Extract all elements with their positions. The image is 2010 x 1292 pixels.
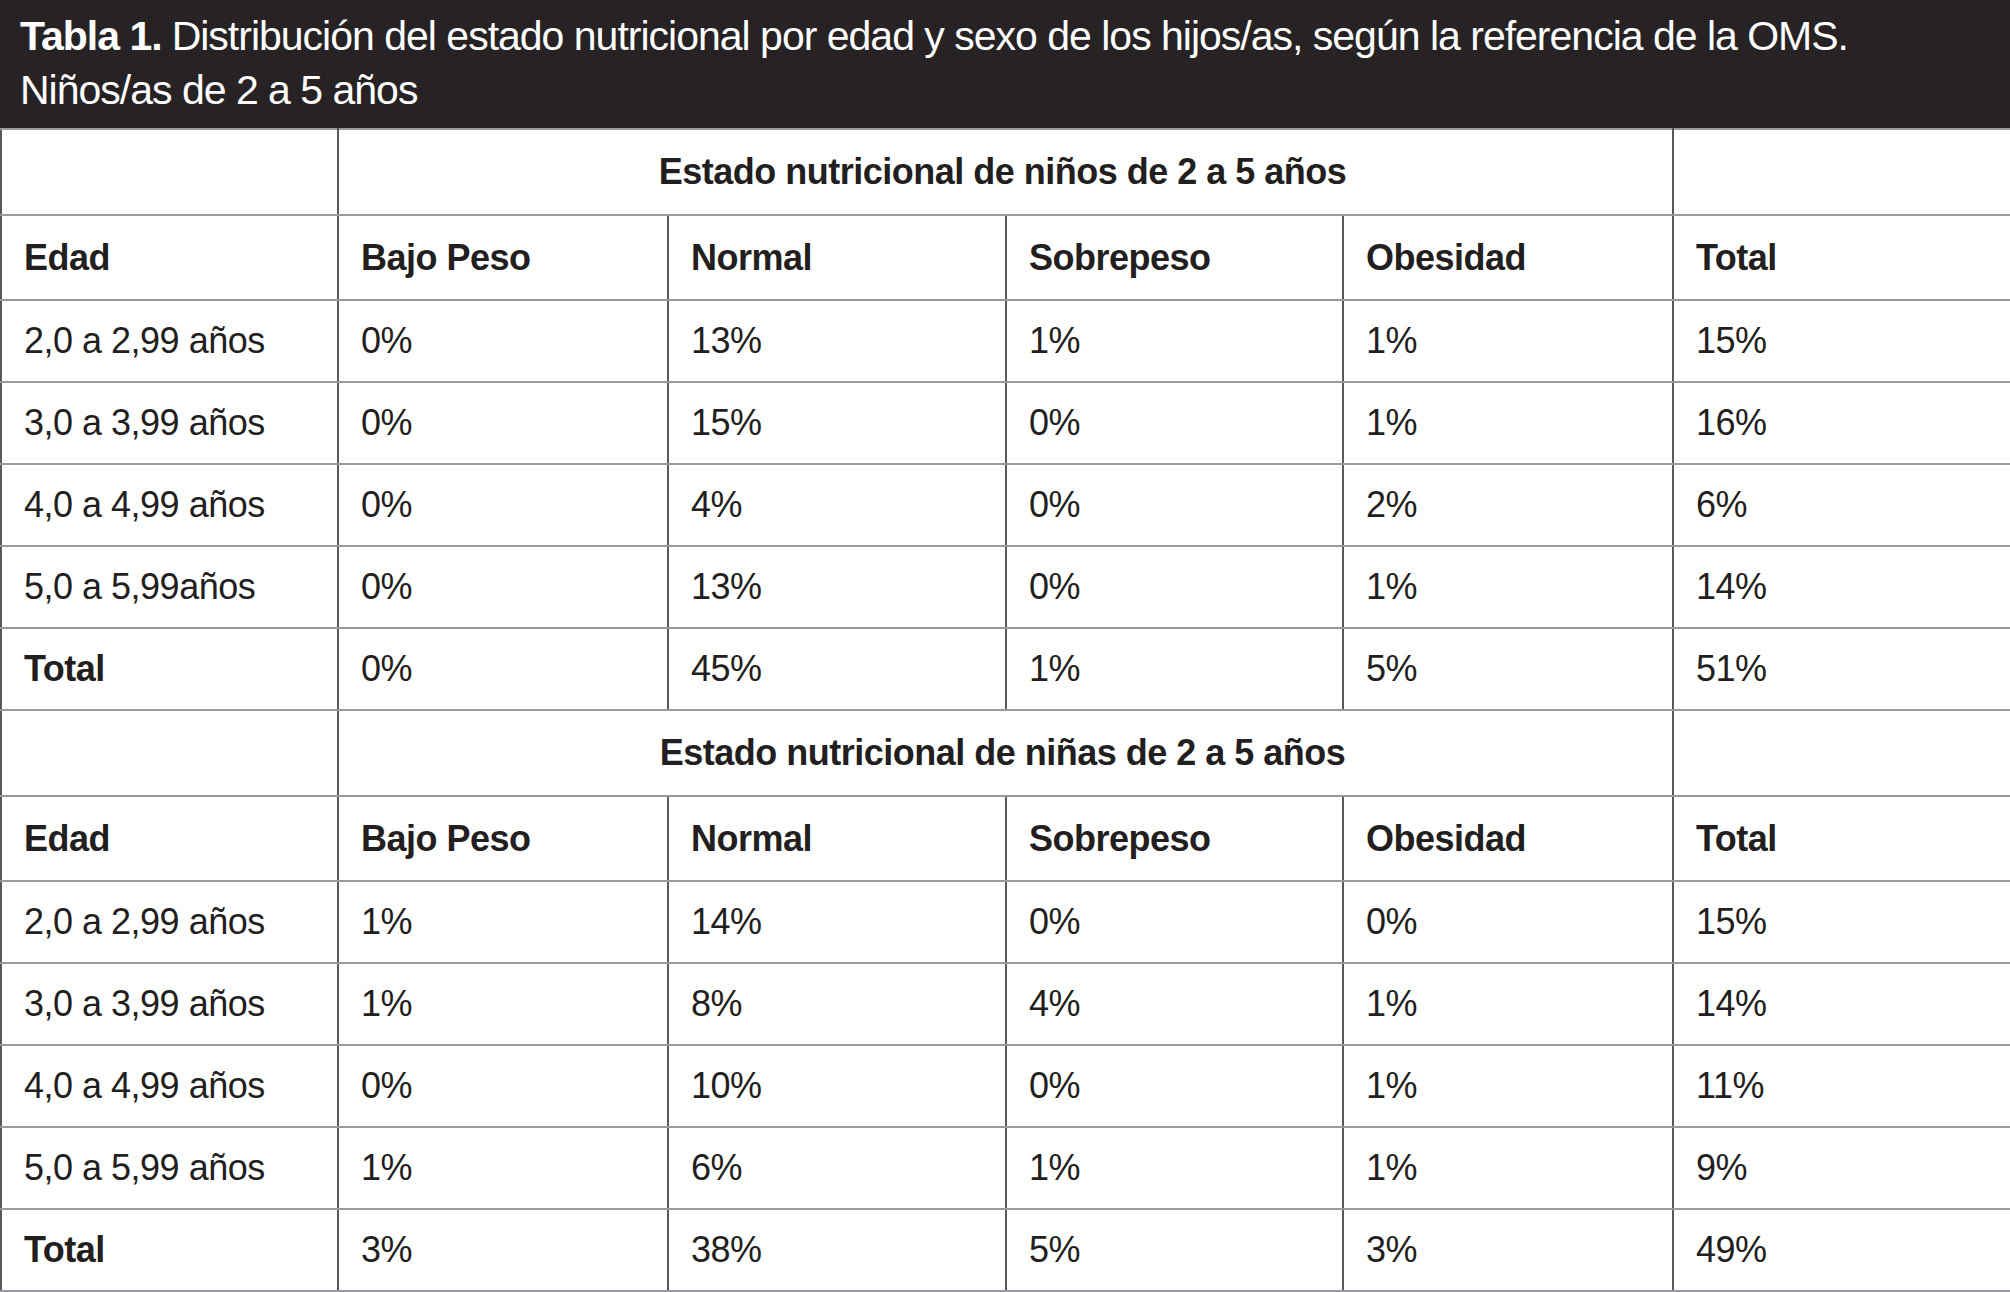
col-header-normal: Normal	[668, 796, 1006, 881]
value-cell: 6%	[1673, 464, 2010, 546]
col-header-bajo-peso: Bajo Peso	[338, 796, 668, 881]
value-cell: 4%	[668, 464, 1006, 546]
total-label-cell: Total	[1, 1209, 338, 1291]
value-cell: 14%	[1673, 963, 2010, 1045]
col-header-bajo-peso: Bajo Peso	[338, 215, 668, 300]
section-title-boys: Estado nutricional de niños de 2 a 5 año…	[338, 129, 1673, 215]
value-cell: 14%	[668, 881, 1006, 963]
value-cell: 1%	[1343, 1045, 1673, 1127]
data-row: 5,0 a 5,99años 0% 13% 0% 1% 14%	[1, 546, 2010, 628]
col-header-sobrepeso: Sobrepeso	[1006, 796, 1343, 881]
data-row: 2,0 a 2,99 años 0% 13% 1% 1% 15%	[1, 300, 2010, 382]
value-cell: 0%	[338, 546, 668, 628]
column-header-row: Edad Bajo Peso Normal Sobrepeso Obesidad…	[1, 215, 2010, 300]
value-cell: 1%	[1006, 1127, 1343, 1209]
data-row: 3,0 a 3,99 años 0% 15% 0% 1% 16%	[1, 382, 2010, 464]
age-cell: 5,0 a 5,99años	[1, 546, 338, 628]
value-cell: 0%	[1006, 1045, 1343, 1127]
value-cell: 5%	[1006, 1209, 1343, 1291]
value-cell: 3%	[338, 1209, 668, 1291]
value-cell: 1%	[1006, 628, 1343, 710]
total-row: Total 0% 45% 1% 5% 51%	[1, 628, 2010, 710]
value-cell: 16%	[1673, 382, 2010, 464]
data-row: 4,0 a 4,99 años 0% 4% 0% 2% 6%	[1, 464, 2010, 546]
value-cell: 1%	[1343, 300, 1673, 382]
value-cell: 0%	[1006, 881, 1343, 963]
value-cell: 0%	[338, 628, 668, 710]
col-header-edad: Edad	[1, 215, 338, 300]
col-header-obesidad: Obesidad	[1343, 796, 1673, 881]
value-cell: 1%	[338, 1127, 668, 1209]
age-cell: 3,0 a 3,99 años	[1, 382, 338, 464]
value-cell: 38%	[668, 1209, 1006, 1291]
total-label-cell: Total	[1, 628, 338, 710]
col-header-normal: Normal	[668, 215, 1006, 300]
value-cell: 0%	[1006, 382, 1343, 464]
empty-cell	[1, 129, 338, 215]
section-title-girls: Estado nutricional de niñas de 2 a 5 año…	[338, 710, 1673, 796]
value-cell: 13%	[668, 546, 1006, 628]
empty-cell	[1, 710, 338, 796]
value-cell: 45%	[668, 628, 1006, 710]
value-cell: 13%	[668, 300, 1006, 382]
age-cell: 3,0 a 3,99 años	[1, 963, 338, 1045]
value-cell: 9%	[1673, 1127, 2010, 1209]
col-header-sobrepeso: Sobrepeso	[1006, 215, 1343, 300]
value-cell: 0%	[338, 300, 668, 382]
table-figure: Tabla 1.Distribución del estado nutricio…	[0, 0, 2010, 1292]
table-title-bar: Tabla 1.Distribución del estado nutricio…	[0, 0, 2010, 128]
value-cell: 2%	[1343, 464, 1673, 546]
value-cell: 0%	[338, 1045, 668, 1127]
section-header-row-boys: Estado nutricional de niños de 2 a 5 año…	[1, 129, 2010, 215]
column-header-row: Edad Bajo Peso Normal Sobrepeso Obesidad…	[1, 796, 2010, 881]
data-row: 3,0 a 3,99 años 1% 8% 4% 1% 14%	[1, 963, 2010, 1045]
value-cell: 49%	[1673, 1209, 2010, 1291]
value-cell: 15%	[668, 382, 1006, 464]
empty-cell	[1673, 129, 2010, 215]
value-cell: 1%	[338, 963, 668, 1045]
nutrition-table: Estado nutricional de niños de 2 a 5 año…	[0, 128, 2010, 1292]
value-cell: 0%	[338, 464, 668, 546]
value-cell: 4%	[1006, 963, 1343, 1045]
col-header-edad: Edad	[1, 796, 338, 881]
value-cell: 5%	[1343, 628, 1673, 710]
age-cell: 5,0 a 5,99 años	[1, 1127, 338, 1209]
value-cell: 3%	[1343, 1209, 1673, 1291]
table-title-line1: Tabla 1.Distribución del estado nutricio…	[20, 9, 1990, 63]
data-row: 4,0 a 4,99 años 0% 10% 0% 1% 11%	[1, 1045, 2010, 1127]
value-cell: 1%	[338, 881, 668, 963]
value-cell: 1%	[1343, 1127, 1673, 1209]
value-cell: 0%	[1343, 881, 1673, 963]
table-title-text: Distribución del estado nutricional por …	[172, 13, 1848, 59]
value-cell: 1%	[1343, 382, 1673, 464]
value-cell: 15%	[1673, 300, 2010, 382]
col-header-obesidad: Obesidad	[1343, 215, 1673, 300]
table-number-label: Tabla 1.	[20, 13, 162, 59]
value-cell: 0%	[338, 382, 668, 464]
value-cell: 0%	[1006, 464, 1343, 546]
value-cell: 0%	[1006, 546, 1343, 628]
col-header-total: Total	[1673, 215, 2010, 300]
age-cell: 2,0 a 2,99 años	[1, 881, 338, 963]
value-cell: 1%	[1343, 546, 1673, 628]
value-cell: 14%	[1673, 546, 2010, 628]
data-row: 5,0 a 5,99 años 1% 6% 1% 1% 9%	[1, 1127, 2010, 1209]
table-title-line2: Niños/as de 2 a 5 años	[20, 63, 1990, 117]
value-cell: 11%	[1673, 1045, 2010, 1127]
value-cell: 8%	[668, 963, 1006, 1045]
value-cell: 1%	[1006, 300, 1343, 382]
section-header-row-girls: Estado nutricional de niñas de 2 a 5 año…	[1, 710, 2010, 796]
value-cell: 10%	[668, 1045, 1006, 1127]
empty-cell	[1673, 710, 2010, 796]
value-cell: 15%	[1673, 881, 2010, 963]
data-row: 2,0 a 2,99 años 1% 14% 0% 0% 15%	[1, 881, 2010, 963]
col-header-total: Total	[1673, 796, 2010, 881]
total-row: Total 3% 38% 5% 3% 49%	[1, 1209, 2010, 1291]
age-cell: 4,0 a 4,99 años	[1, 1045, 338, 1127]
value-cell: 51%	[1673, 628, 2010, 710]
value-cell: 6%	[668, 1127, 1006, 1209]
age-cell: 4,0 a 4,99 años	[1, 464, 338, 546]
age-cell: 2,0 a 2,99 años	[1, 300, 338, 382]
value-cell: 1%	[1343, 963, 1673, 1045]
